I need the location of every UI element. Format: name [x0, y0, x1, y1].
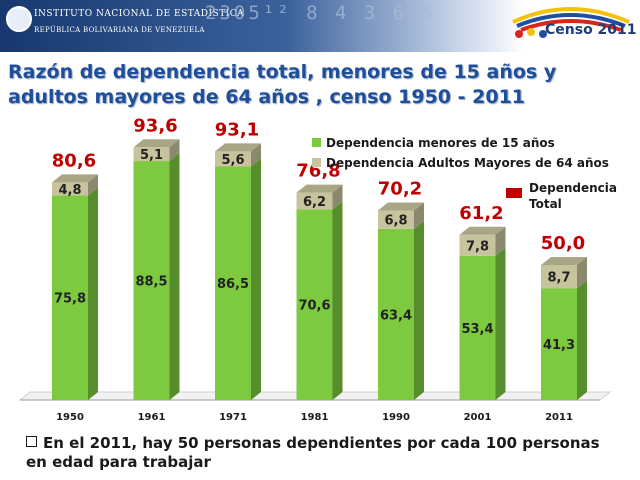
bar-mayores-64-side: [332, 184, 343, 210]
x-tick-label: 1950: [56, 412, 84, 423]
legend-label-total-line: Total: [529, 197, 562, 211]
bar-mayores-64-front: [378, 210, 414, 229]
bar-mayores-64-front: [133, 147, 170, 162]
bar-menores-15-front: [541, 288, 577, 400]
bar-mayores-64-top: [52, 174, 98, 183]
bar-mayores-64-side: [414, 202, 424, 229]
census-person-icon: [539, 30, 547, 38]
bar-mayores-64-front: [296, 192, 333, 210]
bar-menores-15-side: [332, 201, 343, 400]
total-label: 61,2: [459, 203, 503, 224]
value-label-mayores-64: 7,8: [466, 239, 489, 254]
x-tick-label: 1990: [382, 412, 410, 423]
value-label-menores-15: 88,5: [135, 275, 167, 290]
bar-mayores-64-top: [541, 257, 587, 265]
bar-mayores-64-top: [296, 184, 343, 193]
total-label: 93,6: [133, 115, 177, 136]
bar-menores-15-side: [88, 187, 98, 400]
stacked-bar-chart: 75,8 4,8 80,6 1950 88,5 5,1 93,6 1961 86,5 5,6 93,…: [18, 115, 617, 423]
census-logo-text: Censo 2011: [545, 22, 637, 38]
bar-menores-15-side: [495, 247, 506, 400]
value-label-mayores-64: 6,2: [303, 195, 326, 210]
bar-menores-15-front: [52, 195, 88, 400]
census-arc-yellow: [512, 7, 630, 24]
x-tick-label: 2001: [464, 412, 492, 423]
census-person-icon: [515, 30, 523, 38]
bar-mayores-64-top: [133, 139, 180, 148]
bar-mayores-64-front: [52, 182, 88, 196]
x-tick-label: 1971: [219, 412, 247, 423]
legend-label-mayores-64: Dependencia Adultos Mayores de 64 años: [326, 156, 609, 170]
bar-mayores-64-front: [459, 234, 496, 256]
chart-area: 75,8 4,8 80,6 1950 88,5 5,1 93,6 1961 86,5 5,6 93,…: [0, 115, 640, 434]
page-title: Razón de dependencia total, menores de 1…: [8, 61, 557, 108]
bar-menores-15-side: [251, 158, 261, 400]
value-label-menores-15: 63,4: [380, 308, 412, 323]
legend-label-total: Dependencia Total: [529, 181, 617, 211]
bar-menores-15-front: [459, 255, 496, 400]
legend-swatch-mayores-64: [312, 158, 321, 167]
total-label: 76,8: [296, 161, 340, 182]
total-label: 70,2: [378, 178, 422, 199]
bar-menores-15-side: [577, 280, 587, 400]
institute-name: INSTITUTO NACIONAL DE ESTADÍSTICA: [34, 9, 245, 19]
footer-note-text: En el 2011, hay 50 personas dependientes…: [26, 434, 600, 471]
bar-mayores-64-side: [251, 143, 261, 167]
bar-menores-15-side: [169, 153, 180, 400]
bar-menores-15-front: [296, 209, 333, 400]
total-label: 93,1: [215, 119, 259, 140]
bar-mayores-64-side: [577, 257, 587, 289]
x-tick-label: 2011: [545, 412, 573, 423]
bar-mayores-64-front: [215, 151, 251, 167]
legend-swatch-total: [506, 188, 522, 198]
census-person-icon: [527, 28, 535, 36]
bar-mayores-64-side: [169, 139, 180, 162]
bar-mayores-64-side: [88, 174, 98, 196]
census-logo: [512, 7, 630, 38]
legend-swatch-menores-15: [312, 138, 321, 147]
bar-menores-15-front: [215, 166, 251, 400]
bar-mayores-64-top: [459, 226, 506, 235]
value-label-mayores-64: 8,7: [547, 271, 570, 286]
legend-label-total-line: Dependencia: [529, 181, 617, 195]
value-label-menores-15: 86,5: [217, 277, 249, 292]
value-label-menores-15: 75,8: [54, 292, 86, 307]
bar-mayores-64-top: [215, 143, 261, 152]
ine-logo-icon: [6, 6, 32, 32]
legend-label-menores-15: Dependencia menores de 15 años: [326, 136, 555, 150]
bar-menores-15-side: [414, 220, 424, 400]
decorative-digits: 2305¹² 8 4 3 6 5 3 2: [205, 2, 435, 24]
bar-menores-15-front: [133, 161, 170, 400]
x-tick-label: 1961: [138, 412, 166, 423]
bar-mayores-64-top: [378, 202, 424, 211]
value-label-mayores-64: 6,8: [384, 214, 407, 229]
x-tick-label: 1981: [301, 412, 329, 423]
value-label-mayores-64: 5,6: [221, 153, 244, 168]
footer-note: En el 2011, hay 50 personas dependientes…: [26, 434, 616, 472]
bar-mayores-64-front: [541, 265, 577, 289]
checkbox-bullet-icon: [26, 436, 37, 447]
value-label-mayores-64: 4,8: [58, 183, 81, 198]
bar-menores-15-front: [378, 228, 414, 400]
value-label-mayores-64: 5,1: [140, 148, 163, 163]
institute-subtitle: REPÚBLICA BOLIVARIANA DE VENEZUELA: [34, 26, 205, 34]
census-arc-red: [520, 19, 622, 32]
census-arc-blue: [516, 13, 626, 28]
total-label: 80,6: [52, 150, 96, 171]
value-label-menores-15: 41,3: [543, 338, 575, 353]
value-label-menores-15: 53,4: [461, 322, 493, 337]
value-label-menores-15: 70,6: [298, 299, 330, 314]
bar-mayores-64-side: [495, 226, 506, 256]
total-label: 50,0: [541, 233, 585, 254]
